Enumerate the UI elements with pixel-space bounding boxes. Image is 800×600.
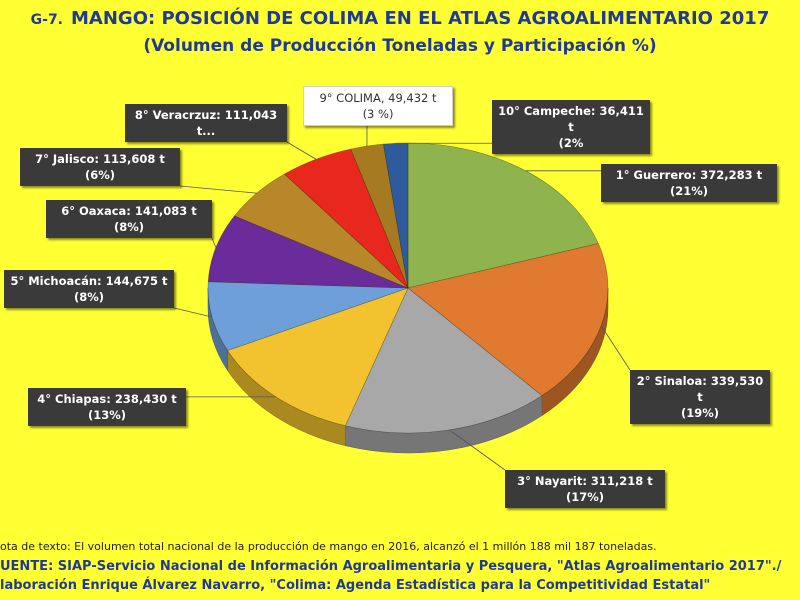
pie-slice-veracrzuz: [283, 148, 409, 289]
slice-label-nayarit: 3° Nayarit: 311,218 t (17%): [505, 470, 665, 508]
slice-label-chiapas: 4° Chiapas: 238,430 t (13%): [28, 388, 186, 426]
pie-slice-sinaloa: [407, 243, 609, 397]
pie-slice-colima: [350, 143, 409, 289]
label-line: (8%): [113, 220, 145, 234]
label-line: (8%): [73, 290, 105, 304]
slice-label-colima: 9° COLIMA, 49,432 t (3 %): [303, 86, 453, 126]
label-line: (21%): [669, 184, 709, 198]
chart-code: G-7.: [30, 12, 64, 28]
slice-label-michoacan: 5° Michoacán: 144,675 t (8%): [4, 270, 174, 308]
leader-line-nayarit: [449, 429, 506, 471]
leader-line-jalisco: [179, 185, 257, 194]
label-line: 3° Nayarit: 311,218 t: [517, 474, 653, 488]
label-line: 6° Oaxaca: 141,083 t: [61, 204, 197, 218]
label-line: (19%): [680, 406, 720, 420]
chart-title-text: MANGO: POSICIÓN DE COLIMA EN EL ATLAS AG…: [71, 8, 770, 29]
slice-label-campeche: 10° Campeche: 36,411 t (2%: [492, 100, 650, 154]
label-line: 5° Michoacán: 144,675 t: [10, 274, 168, 288]
chart-title: G-7. MANGO: POSICIÓN DE COLIMA EN EL ATLA…: [0, 8, 800, 29]
leader-line-oaxaca: [211, 237, 217, 248]
label-line: (17%): [565, 490, 605, 504]
label-line: (13%): [87, 408, 127, 422]
elaboration-line: laboración Enrique Álvarez Navarro, "Col…: [0, 578, 711, 593]
label-line: 2° Sinaloa: 339,530 t: [636, 374, 764, 404]
pie-slice-guerrero: [407, 142, 599, 289]
label-line: (6%): [84, 168, 116, 182]
slice-label-veracruz: 8° Veracrzuz: 111,043 t...: [125, 104, 287, 142]
label-line: 9° COLIMA, 49,432 t: [319, 91, 437, 105]
slice-label-jalisco: 7° Jalisco: 113,608 t (6%): [20, 148, 180, 186]
source-line: UENTE: SIAP-Servicio Nacional de Informa…: [0, 559, 782, 574]
footnote: ota de texto: El volumen total nacional …: [0, 540, 657, 553]
label-line: (2%: [558, 136, 584, 150]
slice-label-oaxaca: 6° Oaxaca: 141,083 t (8%): [46, 200, 212, 238]
slice-label-sinaloa: 2° Sinaloa: 339,530 t (19%): [630, 370, 770, 424]
pie-slice-oaxaca: [207, 215, 409, 289]
leader-line-veracrzuz: [286, 141, 317, 160]
label-line: (3 %): [362, 107, 394, 121]
label-line: 1° Guerrero: 372,283 t: [615, 168, 763, 182]
leader-line-sinaloa: [600, 325, 631, 371]
pie-slice-jalisco: [234, 173, 409, 289]
label-line: 10° Campeche: 36,411 t: [498, 104, 644, 134]
slice-label-guerrero: 1° Guerrero: 372,283 t (21%): [601, 164, 777, 202]
label-line: 4° Chiapas: 238,430 t: [37, 392, 177, 406]
chart-subtitle: (Volumen de Producción Toneladas y Parti…: [143, 36, 657, 56]
pie-slice-michoacan: [207, 281, 409, 351]
label-line: 8° Veracrzuz: 111,043 t...: [134, 108, 278, 138]
leader-line-michoacan: [173, 307, 213, 318]
label-line: 7° Jalisco: 113,608 t: [35, 152, 165, 166]
